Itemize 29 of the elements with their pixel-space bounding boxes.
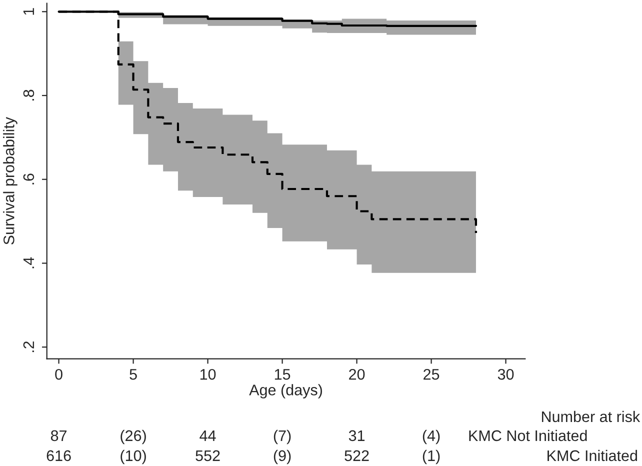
text: 522 — [344, 450, 369, 462]
x-tick-label: 5 — [130, 369, 137, 380]
x-tick-label: 25 — [424, 368, 440, 380]
x-tick-label: 20 — [349, 368, 365, 380]
text: Number at risk — [542, 410, 640, 422]
x-tick-label: 30 — [498, 368, 514, 380]
x-tick-label: 10 — [200, 368, 216, 380]
text: (9) — [274, 450, 291, 464]
y-tick-label: .2 — [23, 341, 34, 352]
x-tick-label: 15 — [274, 369, 290, 380]
text: KMC Initiated — [548, 450, 638, 462]
text: 31 — [348, 430, 365, 442]
y-axis-title: Survival probability — [3, 116, 18, 244]
text: 44 — [200, 430, 216, 441]
y-tick-label: .6 — [23, 174, 34, 184]
text: (1) — [422, 450, 440, 464]
y-tick-label: 1 — [23, 8, 34, 15]
text: 87 — [50, 430, 67, 442]
text: KMC Not Initiated — [469, 430, 587, 442]
text: (26) — [120, 430, 146, 444]
text: (7) — [274, 430, 291, 444]
y-tick-label: .4 — [23, 257, 34, 268]
text: 616 — [46, 450, 71, 462]
text: 552 — [196, 450, 220, 462]
y-tick-label: .8 — [23, 90, 34, 100]
x-axis-title: Age (days) — [249, 384, 322, 398]
x-tick-label: 0 — [55, 368, 62, 380]
text: (4) — [422, 430, 440, 444]
text: (10) — [120, 450, 146, 464]
